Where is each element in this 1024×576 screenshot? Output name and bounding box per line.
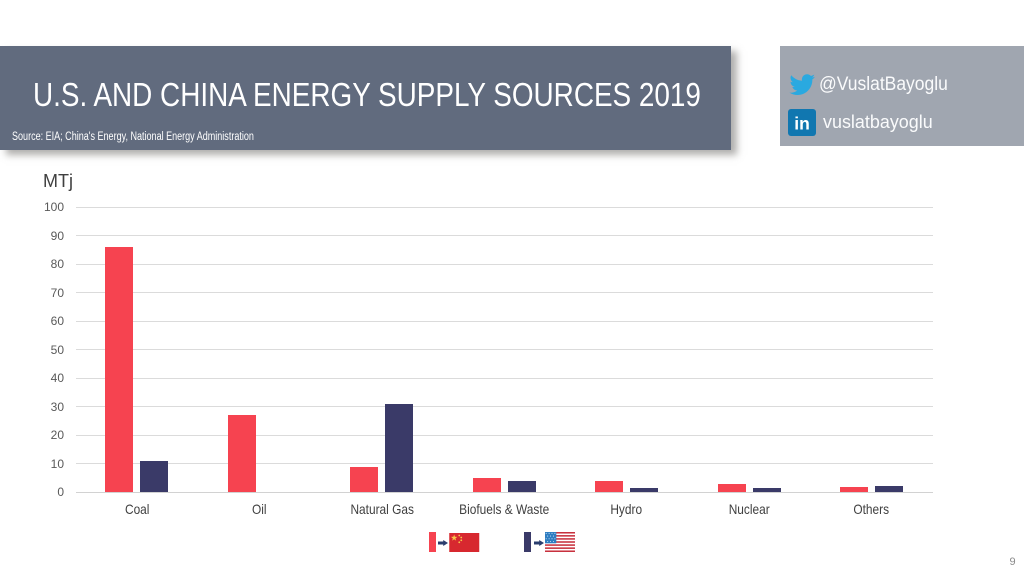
svg-text:in: in <box>794 113 810 133</box>
